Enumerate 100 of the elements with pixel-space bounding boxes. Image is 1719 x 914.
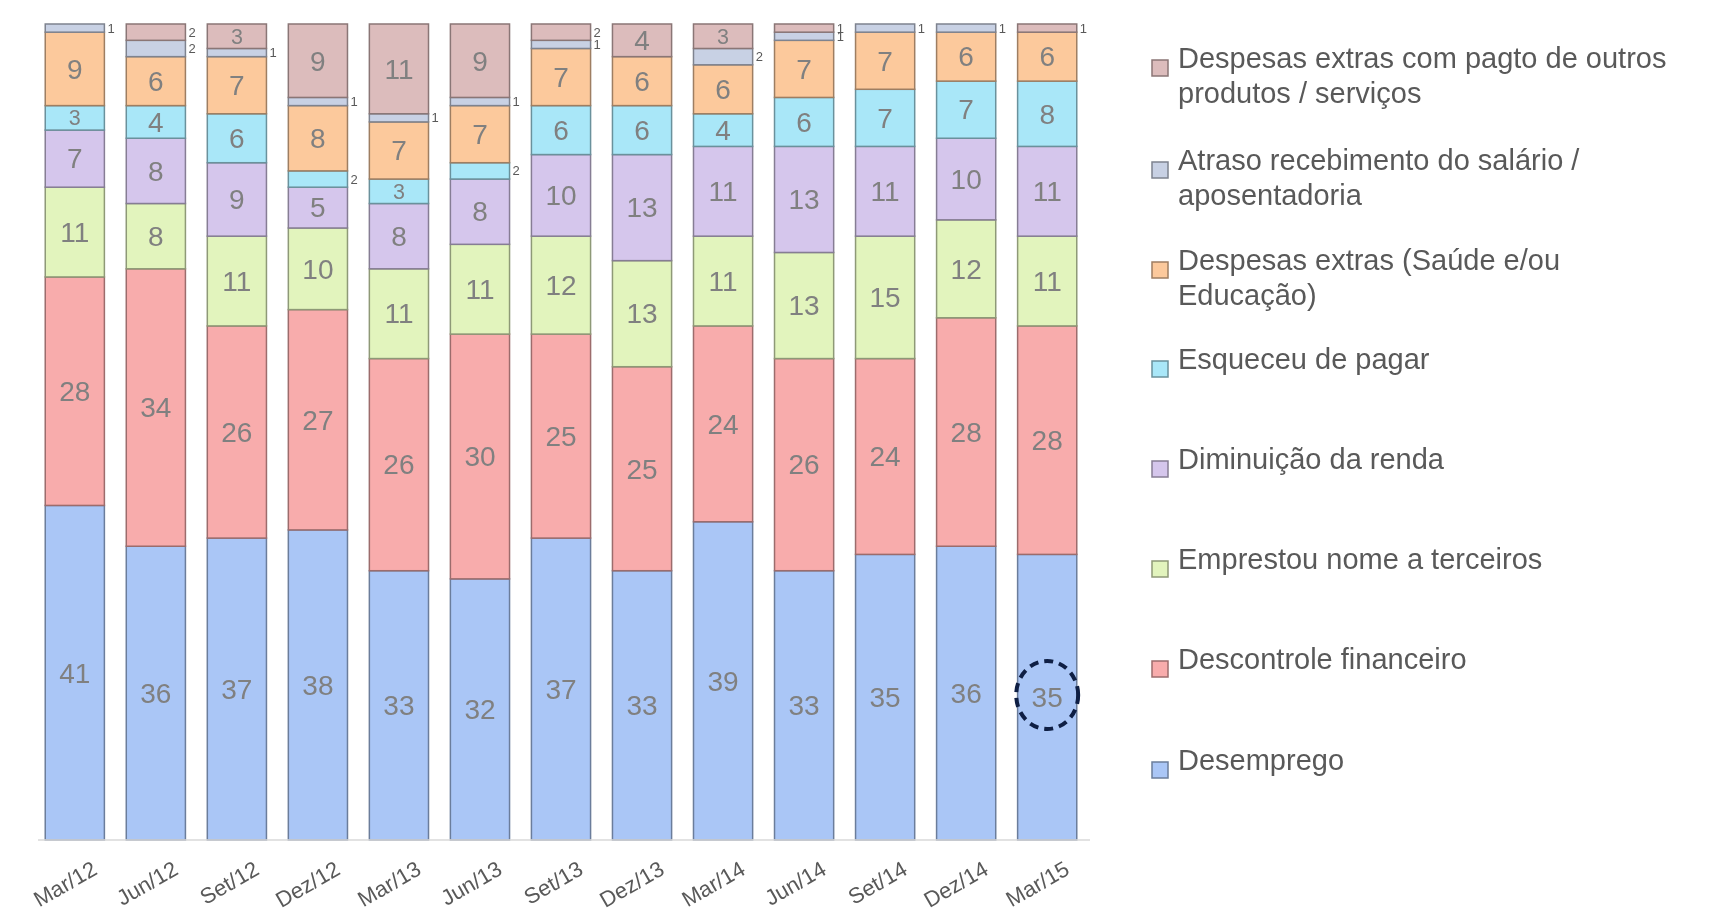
bar — [773, 39, 835, 99]
bar — [935, 80, 997, 139]
bar — [692, 47, 754, 66]
legend-label: Despesas extras com pagto de outros produtos / serviços — [1178, 42, 1667, 109]
data-label: 7 — [958, 94, 974, 126]
data-label: 13 — [788, 290, 820, 322]
bar — [287, 23, 349, 99]
bar — [368, 357, 430, 572]
legend-label: Atraso recebimento do salário / aposentadoria — [1178, 144, 1581, 211]
bar — [449, 333, 511, 580]
data-label: 7 — [67, 143, 83, 175]
bar — [368, 23, 430, 115]
data-label: 26 — [221, 416, 253, 448]
bar — [854, 357, 916, 556]
data-label: 6 — [715, 74, 731, 106]
data-label: 36 — [950, 677, 982, 709]
data-label: 11 — [222, 265, 252, 297]
legend-label: Esqueceu de pagar — [1178, 343, 1430, 375]
bar — [611, 23, 673, 58]
bar — [44, 504, 106, 841]
bar — [206, 55, 268, 115]
bar — [1016, 80, 1078, 148]
data-label: 35 — [1031, 682, 1063, 713]
data-label: 11 — [384, 53, 414, 85]
bar — [530, 23, 592, 42]
data-label: 6 — [634, 114, 650, 146]
bar — [854, 88, 916, 148]
bar — [449, 243, 511, 335]
data-label: 7 — [877, 102, 893, 134]
bar — [854, 31, 916, 91]
data-label: 1 — [107, 20, 115, 36]
bar — [854, 235, 916, 360]
bar — [611, 104, 673, 156]
data-label: 6 — [148, 65, 164, 97]
data-label: 1 — [431, 110, 439, 126]
bar — [935, 31, 997, 82]
data-label: 9 — [67, 53, 83, 85]
bar — [611, 569, 673, 841]
bar — [773, 23, 835, 33]
data-label: 9 — [229, 184, 245, 216]
bar — [287, 308, 349, 531]
bar — [449, 104, 511, 164]
bar — [530, 104, 592, 156]
bar — [935, 219, 997, 319]
bar — [530, 235, 592, 335]
data-label: 28 — [1031, 424, 1063, 456]
data-label: 1 — [998, 20, 1006, 36]
data-label: 36 — [140, 677, 172, 709]
bar — [773, 251, 835, 360]
bar — [854, 23, 916, 33]
bar — [1016, 23, 1078, 33]
bar — [125, 545, 187, 841]
data-label: 3 — [717, 24, 730, 49]
data-label: 11 — [708, 265, 738, 297]
data-label: 2 — [188, 24, 196, 40]
bar — [611, 259, 673, 368]
bar — [368, 569, 430, 841]
bar — [125, 268, 187, 547]
bar — [935, 317, 997, 547]
bar — [287, 104, 349, 172]
data-label: 5 — [310, 192, 326, 224]
bar — [1016, 31, 1078, 82]
data-label: 28 — [950, 416, 982, 448]
legend-label: Despesas extras (Saúde e/ou Educação) — [1178, 244, 1561, 311]
data-label: 1 — [350, 94, 358, 110]
bar — [287, 529, 349, 841]
legend-label: Emprestou nome a terceiros — [1178, 543, 1543, 575]
data-label: 2 — [188, 41, 196, 57]
data-label: 8 — [148, 220, 164, 252]
bar — [530, 333, 592, 539]
data-label: 6 — [958, 41, 974, 73]
data-label: 33 — [383, 690, 415, 722]
bar — [125, 55, 187, 107]
data-label: 13 — [788, 184, 820, 216]
data-label: 12 — [545, 269, 577, 301]
data-label: 10 — [950, 163, 982, 195]
data-label: 3 — [230, 24, 243, 49]
data-label: 8 — [391, 220, 407, 252]
bar — [368, 121, 430, 180]
bar — [935, 23, 997, 33]
bar — [44, 186, 106, 278]
data-label: 7 — [391, 135, 407, 167]
bar — [449, 578, 511, 841]
bar — [773, 96, 835, 148]
data-label: 32 — [464, 694, 496, 726]
data-label: 34 — [140, 392, 172, 424]
bar — [692, 325, 754, 523]
data-label: 4 — [715, 114, 731, 146]
data-label: 6 — [634, 65, 650, 97]
bar — [206, 161, 268, 237]
data-label: 6 — [553, 114, 569, 146]
bar — [1016, 145, 1078, 237]
data-label: 8 — [148, 155, 164, 187]
bar — [287, 186, 349, 229]
data-label: 9 — [472, 45, 488, 77]
data-label: 8 — [310, 123, 326, 155]
data-label: 6 — [1039, 41, 1055, 73]
bar — [530, 537, 592, 841]
data-label: 11 — [708, 176, 738, 208]
data-label: 1 — [269, 45, 277, 61]
